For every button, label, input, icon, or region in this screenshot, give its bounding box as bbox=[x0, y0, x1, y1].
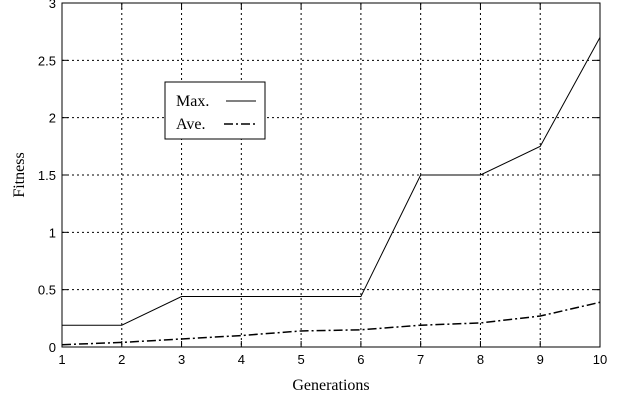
grid-lines bbox=[62, 3, 600, 347]
legend-label-max: Max. bbox=[176, 93, 209, 110]
x-tick-label: 5 bbox=[297, 352, 304, 367]
tick-marks bbox=[61, 2, 601, 348]
series-line-ave bbox=[61, 301, 601, 346]
y-tick-label: 2.5 bbox=[38, 53, 56, 68]
x-tick-label: 6 bbox=[357, 352, 364, 367]
y-tick-label: 2 bbox=[49, 111, 56, 126]
x-tick-label: 1 bbox=[58, 352, 65, 367]
x-tick-label: 2 bbox=[118, 352, 125, 367]
x-tick-label: 3 bbox=[178, 352, 185, 367]
x-tick-label: 9 bbox=[537, 352, 544, 367]
x-axis-label: Generations bbox=[292, 377, 369, 394]
legend: Max. Ave. bbox=[164, 81, 266, 140]
y-tick-label: 1 bbox=[49, 225, 56, 240]
legend-box bbox=[164, 81, 266, 140]
y-tick-label: 0 bbox=[49, 340, 56, 355]
y-tick-label: 1.5 bbox=[38, 168, 56, 183]
x-tick-label: 10 bbox=[593, 352, 607, 367]
y-tick-label: 3 bbox=[49, 0, 56, 11]
x-tick-labels: 1 2 3 4 5 6 7 8 9 10 bbox=[58, 352, 607, 367]
series-lines bbox=[61, 37, 601, 346]
x-tick-label: 4 bbox=[238, 352, 245, 367]
series-line-max bbox=[62, 37, 601, 326]
y-tick-labels: 0 0.5 1 1.5 2 2.5 3 bbox=[38, 0, 56, 355]
y-tick-label: 0.5 bbox=[38, 283, 56, 298]
x-tick-label: 7 bbox=[417, 352, 424, 367]
legend-label-ave: Ave. bbox=[176, 116, 205, 133]
x-tick-label: 8 bbox=[477, 352, 484, 367]
y-axis-label: Fitness bbox=[11, 152, 28, 197]
